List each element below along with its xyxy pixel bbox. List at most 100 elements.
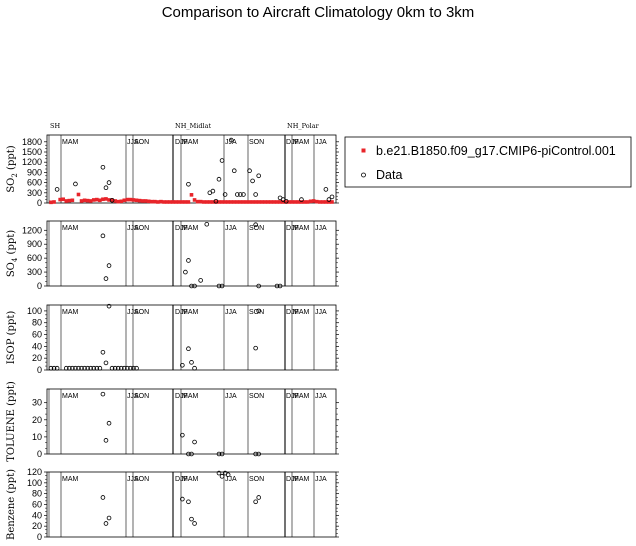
model-point [272,200,276,204]
model-point [64,199,69,203]
y-tick-label: 300 [27,188,42,198]
model-point [79,199,84,203]
model-point [302,200,307,204]
data-point [97,365,103,371]
model-point [259,200,264,204]
data-point [186,451,191,457]
data-point [109,365,115,371]
region-label: NH_Polar [287,122,320,130]
data-point [103,438,109,443]
season-label: MAM [62,139,79,146]
model-point [82,198,87,203]
data-point [79,365,84,371]
data-point [88,365,94,371]
y-axis-label: Benzene (ppt) [6,469,17,540]
model-point [95,197,99,202]
model-point [263,200,267,204]
model-point [192,198,197,202]
model-point [177,200,182,204]
model-point [256,200,261,204]
data-point [216,451,222,457]
data-point [219,474,225,479]
season-label: MAM [182,393,199,400]
data-point [103,360,109,366]
data-point [122,365,127,371]
figure-title: Comparison to Aircraft Climatology 0km t… [162,4,475,21]
data-point [253,222,258,228]
model-point [284,200,288,204]
model-point [232,200,237,204]
model-point [269,200,273,204]
data-point [106,180,112,185]
data-point [277,283,283,289]
region-label: SH [50,122,60,130]
data-point [186,346,191,352]
y-tick-label: 40 [32,341,42,351]
data-point [106,420,112,426]
data-point [131,365,136,371]
data-point [228,137,234,143]
model-point [293,200,298,204]
model-point [290,200,295,204]
data-point [134,365,139,371]
y-tick-label: 1200 [22,225,42,235]
model-point [98,198,102,203]
data-point [183,269,188,275]
legend-model-label: b.e21.B1850.f09_g17.CMIP6-piControl.001 [376,144,616,158]
data-point [112,365,118,371]
model-point [317,200,322,204]
y-tick-label: 0 [37,365,42,375]
model-point [217,200,221,204]
season-label: JJA [127,393,139,400]
model-point [104,197,108,201]
season-label: DJF [175,393,188,400]
data-point [100,165,106,170]
model-point [116,199,120,204]
model-point [180,200,185,204]
panel-frame [46,388,337,455]
season-label: DJF [175,476,188,483]
season-label: JJA [127,309,139,316]
data-point [192,365,197,371]
data-point [118,365,124,371]
data-point [186,258,191,263]
model-point [308,199,313,204]
model-point [299,200,304,204]
y-tick-label: 0 [37,281,42,291]
data-point [125,365,130,371]
data-point [54,187,60,192]
model-point [52,200,56,204]
data-point [250,178,255,184]
legend-data-marker [361,172,366,178]
data-point [94,365,100,371]
data-point [76,365,81,371]
y-tick-label: 0 [37,198,42,208]
data-point [283,199,289,204]
model-point [198,199,203,204]
season-label: MAM [182,139,199,146]
data-point [54,365,60,371]
season-label: SON [249,393,264,400]
season-label: DJF [175,225,188,232]
y-axis-label: SO4 (ppt) [6,230,19,277]
data-point [216,283,222,289]
model-point [201,200,206,204]
data-point [323,187,329,192]
model-point [143,199,148,203]
data-point [192,439,197,445]
y-tick-label: 20 [32,521,42,531]
model-point [314,199,319,204]
season-label: DJF [175,309,188,316]
data-point [85,365,90,371]
data-point [256,451,261,457]
data-point [189,360,194,365]
season-label: MAM [62,309,79,316]
season-label: JJA [225,225,237,232]
model-point [229,200,234,204]
model-point [128,197,133,202]
model-point [281,200,285,204]
season-label: SON [134,309,149,316]
season-label: SON [249,309,264,316]
model-point [76,192,81,197]
